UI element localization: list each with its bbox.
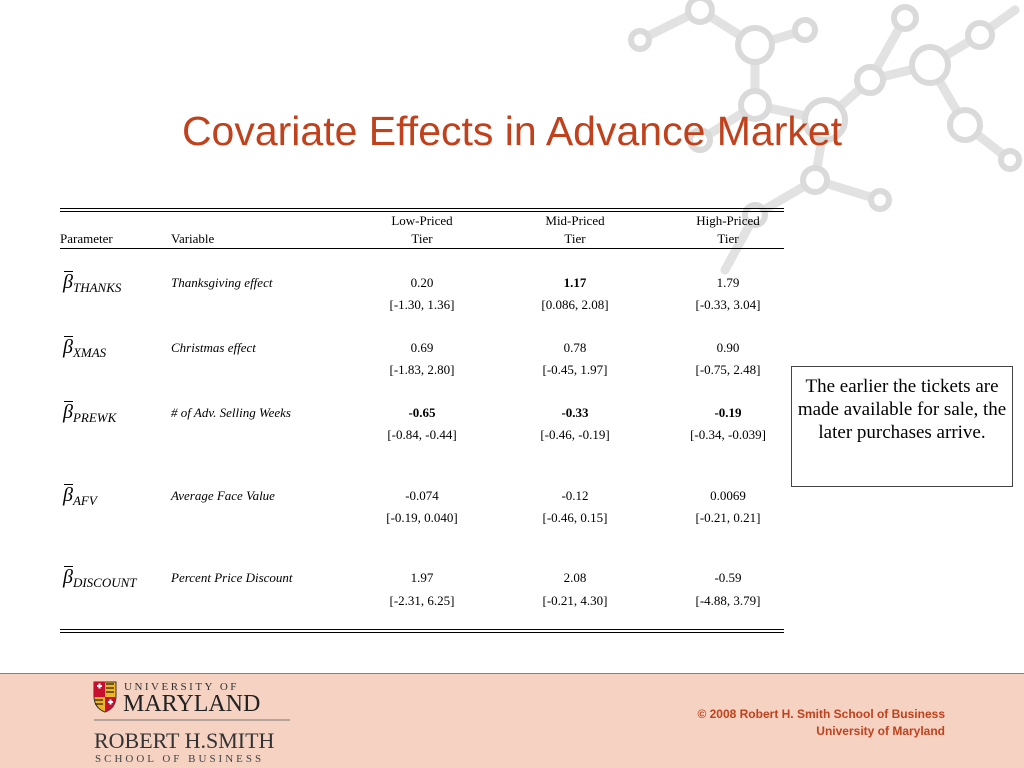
cell-high-estimate: -0.19 <box>714 405 742 420</box>
cell-high-ci: [-0.75, 2.48] <box>695 362 761 377</box>
cell-high-ci: [-4.88, 3.79] <box>695 593 761 608</box>
header-mid-line1: Mid-Priced <box>545 213 605 228</box>
copyright-line-2: University of Maryland <box>816 724 945 738</box>
callout-note: The earlier the tickets are made availab… <box>791 366 1013 487</box>
param-subscript: DISCOUNT <box>72 575 137 590</box>
beta-symbol: β <box>63 271 73 293</box>
cell-low-ci: [-0.84, -0.44] <box>387 427 457 442</box>
param-subscript: THANKS <box>72 280 122 295</box>
param-subscript: AFV <box>72 493 97 508</box>
slide-title: Covariate Effects in Advance Market <box>181 108 843 154</box>
table-row-variable: Christmas effect <box>171 340 256 355</box>
cell-high-estimate: 1.79 <box>716 275 740 290</box>
molecule-decoration <box>628 0 1022 275</box>
logo-text-maryland: MARYLAND <box>123 691 260 717</box>
table-row-param: βDISCOUNT <box>63 566 137 593</box>
cell-mid-ci: [-0.46, 0.15] <box>542 510 608 525</box>
header-variable: Variable <box>171 231 215 246</box>
cell-high-ci: [-0.33, 3.04] <box>695 297 761 312</box>
table-top-rule <box>60 208 784 209</box>
cell-low-estimate: -0.65 <box>408 405 436 420</box>
cell-mid-ci: [0.086, 2.08] <box>541 297 609 312</box>
table-row-variable: # of Adv. Selling Weeks <box>171 405 291 420</box>
table-row-param: βXMAS <box>63 336 107 363</box>
logo-text-university: UNIVERSITY OF <box>124 681 239 693</box>
cell-low-estimate: -0.074 <box>405 488 439 503</box>
header-parameter: Parameter <box>60 231 113 246</box>
beta-symbol: β <box>63 336 73 358</box>
cell-mid-estimate: -0.12 <box>561 488 589 503</box>
cell-low-ci: [-1.30, 1.36] <box>389 297 455 312</box>
beta-symbol: β <box>63 484 73 506</box>
cell-low-ci: [-0.19, 0.040] <box>386 510 458 525</box>
logo-text-school-of-business: SCHOOL OF BUSINESS <box>95 753 264 764</box>
beta-symbol: β <box>63 401 73 423</box>
table-row-param: βAFV <box>63 484 97 511</box>
copyright-line-1: © 2008 Robert H. Smith School of Busines… <box>697 707 945 721</box>
cell-high-ci: [-0.34, -0.039] <box>690 427 766 442</box>
cell-mid-ci: [-0.45, 1.97] <box>542 362 608 377</box>
cell-low-estimate: 1.97 <box>410 570 434 585</box>
table-bottom-rule <box>60 629 784 630</box>
cell-high-estimate: -0.59 <box>714 570 742 585</box>
cell-mid-estimate: 1.17 <box>563 275 587 290</box>
cell-mid-ci: [-0.21, 4.30] <box>542 593 608 608</box>
university-logo: UNIVERSITY OF MARYLAND ROBERT H.SMITH SC… <box>93 681 290 764</box>
cell-low-ci: [-1.83, 2.80] <box>389 362 455 377</box>
cell-low-estimate: 0.20 <box>410 275 434 290</box>
copyright-notice: © 2008 Robert H. Smith School of Busines… <box>697 706 945 740</box>
cell-low-ci: [-2.31, 6.25] <box>389 593 455 608</box>
table-row-variable: Percent Price Discount <box>171 570 293 585</box>
table-row-variable: Average Face Value <box>171 488 275 503</box>
table-bottom-rule-2 <box>60 632 784 633</box>
logo-text-robert-h-smith: ROBERT H.SMITH <box>94 728 275 753</box>
maryland-crest-icon <box>93 681 117 713</box>
cell-high-estimate: 0.90 <box>716 340 740 355</box>
beta-symbol: β <box>63 566 73 588</box>
cell-mid-estimate: -0.33 <box>561 405 589 420</box>
table-row-param: βPREWK <box>63 401 117 428</box>
cell-mid-estimate: 0.78 <box>563 340 587 355</box>
cell-mid-estimate: 2.08 <box>563 570 587 585</box>
table-row-variable: Thanksgiving effect <box>171 275 273 290</box>
header-mid-line2: Tier <box>564 231 586 246</box>
cell-high-estimate: 0.0069 <box>710 488 746 503</box>
header-high-line1: High-Priced <box>696 213 760 228</box>
param-subscript: XMAS <box>72 345 107 360</box>
cell-mid-ci: [-0.46, -0.19] <box>540 427 610 442</box>
param-subscript: PREWK <box>72 410 117 425</box>
header-high-line2: Tier <box>717 231 739 246</box>
cell-high-ci: [-0.21, 0.21] <box>695 510 761 525</box>
cell-low-estimate: 0.69 <box>410 340 434 355</box>
header-bottom-rule <box>60 248 784 249</box>
table-row-param: βTHANKS <box>63 271 122 298</box>
header-low-line2: Tier <box>411 231 433 246</box>
table-top-rule-2 <box>60 211 784 212</box>
header-low-line1: Low-Priced <box>391 213 453 228</box>
